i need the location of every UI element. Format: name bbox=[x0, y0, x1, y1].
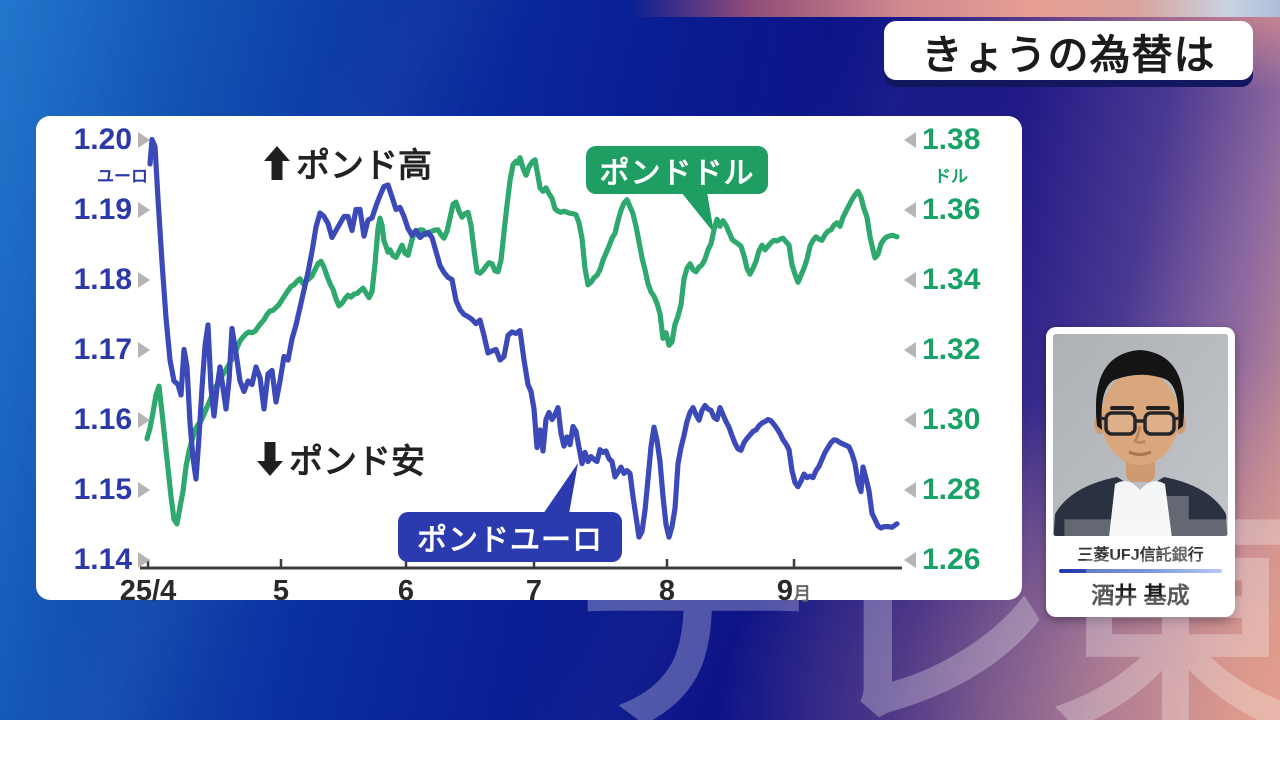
left-axis-unit: ユーロ bbox=[97, 167, 148, 186]
right-axis-tick-value: 1.30 bbox=[922, 403, 981, 436]
pound-dollar-callout-label: ポンドドル bbox=[599, 157, 755, 190]
right-axis-tick-label: 1.34 bbox=[904, 263, 992, 297]
right-axis-tick-value: 1.26 bbox=[922, 543, 981, 576]
axis-tick-triangle-icon bbox=[138, 202, 150, 218]
exchange-chart-panel: ポンド高 ポンド安 ポンドドル ポンドユーロ ユーロ ドル 1.20 1.19 1.… bbox=[36, 116, 1022, 607]
up-arrow-icon bbox=[264, 145, 290, 180]
analyst-photo bbox=[1053, 334, 1228, 537]
right-axis-tick-label: 1.28 bbox=[904, 473, 992, 507]
axis-tick-triangle-icon bbox=[138, 132, 150, 148]
right-axis-tick-label: 1.30 bbox=[904, 403, 992, 437]
left-axis-tick-value: 1.15 bbox=[73, 473, 132, 506]
left-axis-tick-label: 1.14 bbox=[62, 543, 150, 577]
series-line-pound-dollar bbox=[144, 155, 900, 527]
pound-euro-callout: ポンドユーロ bbox=[398, 512, 622, 562]
left-axis-tick-value: 1.18 bbox=[73, 263, 132, 296]
right-axis-tick-label: 1.36 bbox=[904, 193, 992, 227]
title-suffix: は bbox=[1173, 31, 1216, 78]
broadcast-frame: テレ東 ポンド高 ポンド安 ポンドドル ポンドユーロ ユーロ ドル bbox=[0, 0, 1280, 720]
analyst-name: 酒井 基成 bbox=[1091, 582, 1190, 608]
right-axis-unit: ドル bbox=[934, 167, 968, 186]
x-axis-tick-label: 9月 bbox=[776, 575, 812, 607]
right-axis-tick-label: 1.26 bbox=[904, 543, 992, 577]
axis-tick-triangle-icon bbox=[138, 272, 150, 288]
left-axis-tick-value: 1.14 bbox=[73, 543, 132, 576]
down-arrow-icon bbox=[257, 441, 283, 476]
left-axis-tick-value: 1.17 bbox=[73, 333, 132, 366]
right-axis-tick-label: 1.32 bbox=[904, 333, 992, 367]
annotation-pound-low-label: ポンド安 bbox=[289, 443, 425, 481]
right-axis-tick-value: 1.36 bbox=[922, 193, 981, 226]
axis-tick-triangle-icon bbox=[904, 132, 916, 148]
pound-dollar-callout: ポンドドル bbox=[586, 146, 768, 194]
pound-euro-callout-label: ポンドユーロ bbox=[417, 524, 603, 557]
analyst-card: 三菱UFJ信託銀行 酒井 基成 bbox=[1046, 327, 1235, 617]
top-pink-strip bbox=[630, 0, 1280, 17]
x-axis-tick-label: 5 bbox=[272, 575, 290, 607]
axis-tick-triangle-icon bbox=[904, 202, 916, 218]
axis-tick-triangle-icon bbox=[904, 342, 916, 358]
right-axis-tick-value: 1.38 bbox=[922, 123, 981, 156]
right-axis-tick-label: 1.38 bbox=[904, 123, 992, 157]
annotation-pound-high-label: ポンド高 bbox=[296, 147, 432, 185]
analyst-organization: 三菱UFJ信託銀行 bbox=[1077, 547, 1204, 565]
left-axis-tick-value: 1.19 bbox=[73, 193, 132, 226]
axis-tick-triangle-icon bbox=[138, 552, 150, 568]
right-axis-tick-value: 1.28 bbox=[922, 473, 981, 506]
axis-tick-triangle-icon bbox=[138, 482, 150, 498]
x-axis-tick-label: 25/4 bbox=[119, 575, 177, 607]
axis-tick-triangle-icon bbox=[138, 412, 150, 428]
analyst-portrait-illustration bbox=[1053, 334, 1228, 537]
title-prefix: きょうの bbox=[921, 31, 1090, 78]
x-axis-tick-label: 6 bbox=[397, 575, 415, 607]
x-axis-tick-label: 7 bbox=[525, 575, 543, 607]
left-axis-tick-label: 1.18 bbox=[62, 263, 150, 297]
exchange-rate-chart bbox=[140, 136, 902, 570]
title-emphasis: 為替 bbox=[1089, 31, 1174, 78]
left-axis-tick-label: 1.19 bbox=[62, 193, 150, 227]
left-axis-tick-value: 1.16 bbox=[73, 403, 132, 436]
annotation-pound-low: ポンド安 bbox=[257, 434, 425, 483]
axis-tick-triangle-icon bbox=[904, 552, 916, 568]
right-axis-tick-value: 1.34 bbox=[922, 263, 981, 296]
left-axis-tick-label: 1.20 bbox=[62, 123, 150, 157]
annotation-pound-high: ポンド高 bbox=[264, 138, 432, 187]
x-axis-tick-label: 8 bbox=[658, 575, 676, 607]
pound-dollar-callout-tail bbox=[681, 192, 714, 233]
left-axis-tick-label: 1.16 bbox=[62, 403, 150, 437]
axis-tick-triangle-icon bbox=[904, 272, 916, 288]
axis-tick-triangle-icon bbox=[904, 482, 916, 498]
left-axis-tick-label: 1.15 bbox=[62, 473, 150, 507]
axis-tick-triangle-icon bbox=[904, 412, 916, 428]
analyst-card-divider bbox=[1059, 569, 1222, 573]
series-line-pound-euro bbox=[147, 136, 900, 540]
left-axis-tick-value: 1.20 bbox=[73, 123, 132, 156]
axis-tick-triangle-icon bbox=[138, 342, 150, 358]
pound-euro-callout-tail bbox=[543, 463, 578, 514]
title-banner: きょうの 為替 は bbox=[884, 21, 1253, 80]
right-axis-tick-value: 1.32 bbox=[922, 333, 981, 366]
left-axis-tick-label: 1.17 bbox=[62, 333, 150, 367]
